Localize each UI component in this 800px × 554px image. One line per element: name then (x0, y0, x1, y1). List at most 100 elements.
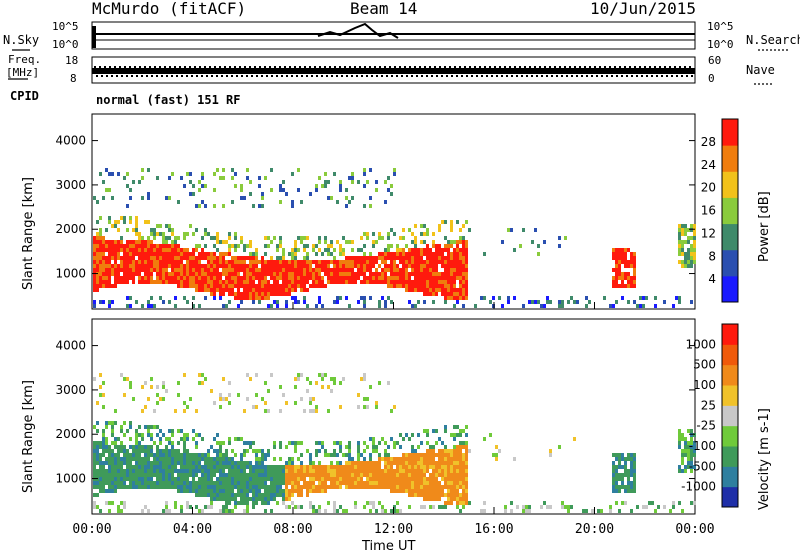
heatmap-cell (339, 252, 342, 256)
colorbar-tick-label: 12 (701, 226, 716, 240)
heatmap-cell (126, 252, 129, 256)
heatmap-cell (465, 489, 468, 493)
heatmap-cell (339, 188, 342, 192)
heatmap-cell (168, 441, 171, 445)
heatmap-cell (219, 393, 222, 397)
freq-dot (114, 66, 116, 68)
heatmap-cell (276, 260, 279, 264)
heatmap-cell (615, 481, 618, 485)
heatmap-cell (393, 461, 396, 465)
heatmap-cell (264, 176, 267, 180)
heatmap-cell (210, 493, 213, 497)
heatmap-cell (111, 461, 114, 465)
heatmap-cell (102, 461, 105, 465)
heatmap-cell (99, 457, 102, 461)
heatmap-cell (219, 288, 222, 292)
heatmap-cell (306, 377, 309, 381)
heatmap-cell (633, 268, 636, 272)
heatmap-cell (102, 248, 105, 252)
heatmap-cell (414, 304, 417, 308)
freq-dot (391, 75, 393, 77)
heatmap-cell (198, 272, 201, 276)
heatmap-cell (375, 445, 378, 449)
heatmap-cell (222, 485, 225, 489)
heatmap-cell (153, 441, 156, 445)
heatmap-cell (375, 260, 378, 264)
colorbar-segment (722, 486, 738, 508)
heatmap-cell (234, 497, 237, 501)
heatmap-cell (141, 264, 144, 268)
heatmap-cell (147, 276, 150, 280)
heatmap-cell (195, 461, 198, 465)
heatmap-cell (450, 288, 453, 292)
x-axis-label: Time UT (361, 539, 415, 554)
heatmap-cell (315, 441, 318, 445)
heatmap-cell (369, 461, 372, 465)
heatmap-cell (153, 304, 156, 308)
heatmap-cell (126, 240, 129, 244)
heatmap-cell (417, 481, 420, 485)
heatmap-cell (201, 473, 204, 477)
heatmap-cell (312, 477, 315, 481)
heatmap-cell (387, 280, 390, 284)
heatmap-cell (438, 224, 441, 228)
heatmap-cell (399, 445, 402, 449)
heatmap-cell (543, 240, 546, 244)
heatmap-cell (93, 248, 96, 252)
heatmap-cell (135, 453, 138, 457)
heatmap-cell (216, 264, 219, 268)
heatmap-cell (231, 168, 234, 172)
heatmap-cell (465, 441, 468, 445)
heatmap-cell (348, 240, 351, 244)
heatmap-cell (387, 232, 390, 236)
freq-dot (599, 66, 601, 68)
heatmap-cell (339, 180, 342, 184)
heatmap-cell (456, 469, 459, 473)
heatmap-cell (390, 276, 393, 280)
heatmap-cell (180, 429, 183, 433)
heatmap-cell (348, 453, 351, 457)
heatmap-cell (402, 276, 405, 280)
heatmap-cell (453, 304, 456, 308)
heatmap-cell (678, 300, 681, 304)
heatmap-cell (402, 489, 405, 493)
heatmap-cell (270, 240, 273, 244)
heatmap-cell (144, 280, 147, 284)
heatmap-cell (408, 300, 411, 304)
heatmap-cell (234, 469, 237, 473)
heatmap-cell (462, 292, 465, 296)
heatmap-cell (183, 457, 186, 461)
heatmap-cell (342, 260, 345, 264)
heatmap-cell (174, 457, 177, 461)
heatmap-cell (186, 172, 189, 176)
heatmap-cell (357, 473, 360, 477)
heatmap-cell (414, 224, 417, 228)
heatmap-cell (228, 437, 231, 441)
heatmap-cell (153, 232, 156, 236)
heatmap-cell (624, 501, 627, 505)
heatmap-cell (615, 284, 618, 288)
heatmap-cell (450, 264, 453, 268)
heatmap-cell (615, 272, 618, 276)
freq-dot (194, 66, 196, 68)
heatmap-cell (480, 296, 483, 300)
heatmap-cell (495, 445, 498, 449)
heatmap-cell (435, 441, 438, 445)
heatmap-cell (387, 485, 390, 489)
heatmap-cell (237, 461, 240, 465)
heatmap-cell (330, 469, 333, 473)
heatmap-cell (417, 473, 420, 477)
heatmap-cell (249, 288, 252, 292)
heatmap-cell (117, 244, 120, 248)
freq-dot (369, 66, 371, 68)
heatmap-cell (393, 252, 396, 256)
heatmap-cell (342, 276, 345, 280)
heatmap-cell (414, 252, 417, 256)
heatmap-cell (330, 389, 333, 393)
heatmap-cell (168, 256, 171, 260)
heatmap-cell (117, 252, 120, 256)
heatmap-cell (147, 304, 150, 308)
heatmap-cell (288, 493, 291, 497)
heatmap-cell (330, 377, 333, 381)
